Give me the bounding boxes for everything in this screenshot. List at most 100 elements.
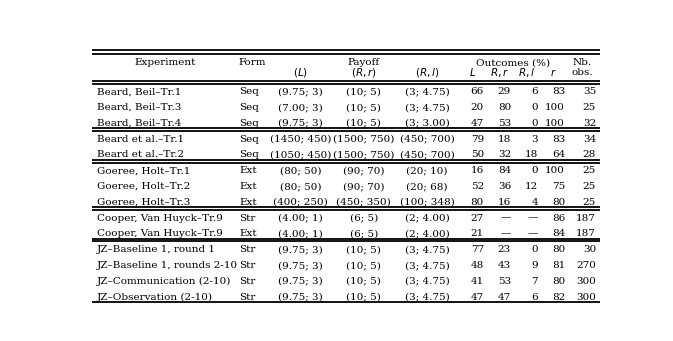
Text: 79: 79 (470, 135, 484, 144)
Text: 82: 82 (552, 293, 565, 301)
Text: 47: 47 (498, 293, 511, 301)
Text: 27: 27 (470, 213, 484, 223)
Text: 80: 80 (552, 245, 565, 254)
Text: 80: 80 (470, 198, 484, 207)
Text: 47: 47 (470, 293, 484, 301)
Text: 41: 41 (470, 277, 484, 286)
Text: (10; 5): (10; 5) (347, 261, 382, 270)
Text: 12: 12 (525, 182, 538, 191)
Text: 25: 25 (583, 166, 596, 175)
Text: (2; 4.00): (2; 4.00) (405, 229, 450, 238)
Text: 0: 0 (532, 245, 538, 254)
Text: JZ–Communication (2-10): JZ–Communication (2-10) (96, 277, 231, 286)
Text: 187: 187 (576, 229, 596, 238)
Text: $L$: $L$ (469, 66, 476, 78)
Text: Form: Form (239, 58, 267, 68)
Text: (80; 50): (80; 50) (280, 166, 321, 175)
Text: Beard et al.–Tr.2: Beard et al.–Tr.2 (96, 150, 184, 160)
Text: 77: 77 (470, 245, 484, 254)
Text: 6: 6 (532, 293, 538, 301)
Text: Payoff: Payoff (348, 58, 380, 68)
Text: 35: 35 (583, 87, 596, 97)
Text: 30: 30 (583, 245, 596, 254)
Text: $r$: $r$ (550, 67, 557, 78)
Text: 100: 100 (545, 166, 565, 175)
Text: 0: 0 (532, 119, 538, 128)
Text: 16: 16 (498, 198, 511, 207)
Text: JZ–Baseline 1, rounds 2-10: JZ–Baseline 1, rounds 2-10 (96, 261, 238, 270)
Text: 21: 21 (470, 229, 484, 238)
Text: Seq: Seq (240, 87, 259, 97)
Text: (10; 5): (10; 5) (347, 119, 382, 128)
Text: (4.00; 1): (4.00; 1) (278, 213, 323, 223)
Text: (80; 50): (80; 50) (280, 182, 321, 191)
Text: 64: 64 (552, 150, 565, 160)
Text: (3; 4.75): (3; 4.75) (405, 277, 450, 286)
Text: obs.: obs. (571, 68, 594, 77)
Text: (9.75; 3): (9.75; 3) (278, 293, 323, 301)
Text: Beard, Beil–Tr.3: Beard, Beil–Tr.3 (96, 103, 181, 112)
Text: 80: 80 (552, 277, 565, 286)
Text: 86: 86 (552, 213, 565, 223)
Text: (9.75; 3): (9.75; 3) (278, 245, 323, 254)
Text: 48: 48 (470, 261, 484, 270)
Text: (1500; 750): (1500; 750) (333, 150, 394, 160)
Text: 80: 80 (552, 198, 565, 207)
Text: (9.75; 3): (9.75; 3) (278, 277, 323, 286)
Text: Beard, Beil–Tr.4: Beard, Beil–Tr.4 (96, 119, 181, 128)
Text: (3; 3.00): (3; 3.00) (405, 119, 450, 128)
Text: (3; 4.75): (3; 4.75) (405, 293, 450, 301)
Text: (90; 70): (90; 70) (343, 166, 384, 175)
Text: Ext: Ext (240, 229, 257, 238)
Text: 23: 23 (498, 245, 511, 254)
Text: 50: 50 (470, 150, 484, 160)
Text: (3; 4.75): (3; 4.75) (405, 103, 450, 112)
Text: (10; 5): (10; 5) (347, 277, 382, 286)
Text: Str: Str (240, 293, 256, 301)
Text: (9.75; 3): (9.75; 3) (278, 119, 323, 128)
Text: (90; 70): (90; 70) (343, 182, 384, 191)
Text: Nb.: Nb. (573, 58, 592, 68)
Text: Beard et al.–Tr.1: Beard et al.–Tr.1 (96, 135, 184, 144)
Text: Str: Str (240, 245, 256, 254)
Text: $(R,r)$: $(R,r)$ (351, 66, 377, 79)
Text: 6: 6 (532, 87, 538, 97)
Text: (450; 700): (450; 700) (400, 150, 454, 160)
Text: (1450; 450): (1450; 450) (270, 135, 331, 144)
Text: 270: 270 (576, 261, 596, 270)
Text: (20; 10): (20; 10) (406, 166, 448, 175)
Text: —: — (528, 229, 538, 238)
Text: $(L)$: $(L)$ (293, 66, 308, 79)
Text: 84: 84 (498, 166, 511, 175)
Text: (450; 350): (450; 350) (336, 198, 391, 207)
Text: 75: 75 (552, 182, 565, 191)
Text: Cooper, Van Huyck–Tr.9: Cooper, Van Huyck–Tr.9 (96, 213, 222, 223)
Text: 53: 53 (498, 119, 511, 128)
Text: 84: 84 (552, 229, 565, 238)
Text: (10; 5): (10; 5) (347, 87, 382, 97)
Text: 18: 18 (498, 135, 511, 144)
Text: 3: 3 (532, 135, 538, 144)
Text: Seq: Seq (240, 135, 259, 144)
Text: $(R,l)$: $(R,l)$ (415, 66, 439, 79)
Text: Goeree, Holt–Tr.1: Goeree, Holt–Tr.1 (96, 166, 190, 175)
Text: Str: Str (240, 261, 256, 270)
Text: Goeree, Holt–Tr.3: Goeree, Holt–Tr.3 (96, 198, 190, 207)
Text: Seq: Seq (240, 150, 259, 160)
Text: 83: 83 (552, 135, 565, 144)
Text: 9: 9 (532, 261, 538, 270)
Text: (4.00; 1): (4.00; 1) (278, 229, 323, 238)
Text: 29: 29 (498, 87, 511, 97)
Text: 32: 32 (498, 150, 511, 160)
Text: (450; 700): (450; 700) (400, 135, 454, 144)
Text: (7.00; 3): (7.00; 3) (278, 103, 323, 112)
Text: 300: 300 (576, 277, 596, 286)
Text: 0: 0 (532, 166, 538, 175)
Text: Ext: Ext (240, 166, 257, 175)
Text: (1050; 450): (1050; 450) (270, 150, 331, 160)
Text: 83: 83 (552, 87, 565, 97)
Text: 43: 43 (498, 261, 511, 270)
Text: Beard, Beil–Tr.1: Beard, Beil–Tr.1 (96, 87, 181, 97)
Text: JZ–Observation (2-10): JZ–Observation (2-10) (96, 293, 213, 302)
Text: (3; 4.75): (3; 4.75) (405, 87, 450, 97)
